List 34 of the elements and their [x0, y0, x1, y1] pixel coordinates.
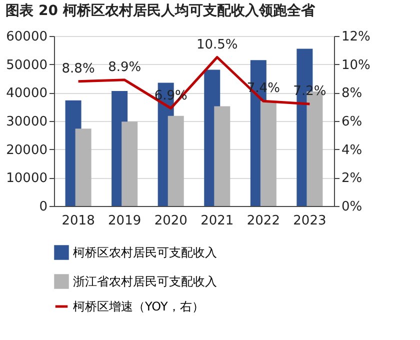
y2-tick-label: 12%	[342, 30, 370, 44]
data-label: 7.4%	[246, 81, 280, 96]
y-tick-label: 40000	[6, 86, 48, 102]
y-tick-label: 0	[39, 200, 48, 214]
y2-tick-label: 6%	[342, 114, 362, 130]
y-tick-label: 20000	[6, 142, 48, 158]
x-tick-label: 2023	[293, 214, 326, 228]
y2-tick-label: 4%	[342, 142, 362, 158]
bar	[260, 100, 276, 206]
y-tick-label: 10000	[6, 171, 48, 186]
chart-title: 图表 20 柯桥区农村居民人均可支配收入领跑全省	[6, 3, 316, 19]
y-tick-label: 30000	[6, 114, 48, 130]
y2-tick-label: 0%	[342, 200, 362, 214]
x-tick-label: 2019	[108, 214, 142, 228]
bar	[214, 106, 230, 206]
x-tick-label: 2018	[62, 214, 95, 228]
y2-tick-label: 10%	[342, 58, 370, 73]
x-tick-label: 2022	[246, 214, 280, 228]
data-label: 10.5%	[196, 37, 238, 52]
bar	[168, 116, 184, 206]
x-tick-label: 2021	[200, 214, 234, 228]
y2-tick-label: 8%	[342, 86, 362, 102]
y-tick-label: 60000	[6, 30, 48, 44]
data-label: 8.8%	[62, 61, 95, 76]
bar	[122, 122, 138, 206]
legend-label: 柯桥区增速（YOY，右）	[73, 300, 204, 314]
y-tick-label: 50000	[6, 58, 48, 73]
data-label: 6.9%	[154, 88, 188, 104]
legend-label: 浙江省农村居民可支配收入	[73, 274, 217, 288]
data-label: 8.9%	[108, 60, 142, 75]
x-tick-label: 2020	[154, 214, 188, 228]
legend-label: 柯桥区农村居民可支配收入	[73, 246, 217, 260]
bar	[75, 128, 92, 206]
y2-tick-label: 2%	[342, 171, 362, 186]
